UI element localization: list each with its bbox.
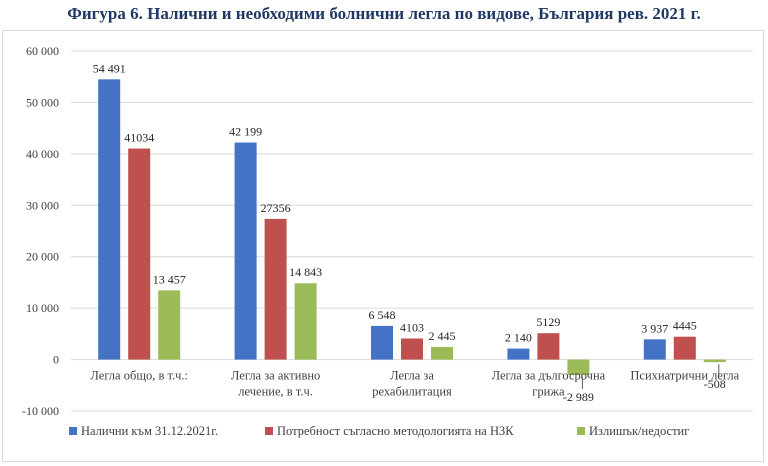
- y-axis-ticks: -10 000 0 10 000 20 000 30 000 40 000 50 000 60…: [22, 44, 59, 418]
- data-label-2-3: 4103: [400, 320, 424, 334]
- data-labels: 54 491 42 199 6 548 2 140 3 937 41034 27356 410…: [93, 61, 726, 404]
- y-tick-label: 0: [53, 353, 59, 367]
- bar-chart: -10 000 0 10 000 20 000 30 000 40 000 50 000 60…: [22, 44, 753, 438]
- category-label: Легла общо, в т.ч.:: [90, 369, 188, 383]
- bar-1-1: [98, 79, 121, 360]
- bar-2-3: [401, 338, 423, 360]
- data-label-3-4: -2 989: [563, 390, 594, 404]
- y-tick-label: 20 000: [26, 250, 59, 264]
- category-label: Психиатрични легла: [630, 369, 739, 383]
- bar-3-2: [294, 283, 317, 360]
- bar-1-2: [234, 142, 257, 360]
- y-tick-label: -10 000: [22, 404, 59, 418]
- legend-label-2: Потребност съгласно методологията на НЗК: [277, 424, 514, 438]
- chart-title: Фигура 6. Налични и необходими болнични …: [67, 4, 701, 23]
- data-label-1-5: 3 937: [641, 321, 668, 335]
- data-label-2-4: 5129: [536, 315, 560, 329]
- category-label: Легла за активно лечение, в т.ч.: [231, 369, 320, 399]
- data-label-1-3: 6 548: [369, 308, 396, 322]
- bar-1-4: [507, 348, 530, 360]
- legend-swatch-2: [265, 427, 273, 435]
- y-tick-label: 30 000: [26, 198, 59, 212]
- chart-frame: -10 000 0 10 000 20 000 30 000 40 000 50 000 60…: [2, 30, 764, 462]
- bar-2-5: [673, 336, 696, 360]
- bar-1-3: [371, 325, 393, 360]
- data-label-2-1: 41034: [124, 131, 154, 145]
- data-label-1-4: 2 140: [505, 331, 532, 345]
- y-tick-label: 50 000: [26, 95, 59, 109]
- data-label-1-1: 54 491: [93, 61, 126, 75]
- bar-1-5: [643, 339, 666, 360]
- legend-swatch-1: [69, 427, 77, 435]
- y-tick-label: 60 000: [26, 44, 59, 58]
- bar-3-5: [703, 359, 726, 363]
- legend-swatch-3: [577, 427, 585, 435]
- legend-label-3: Излишък/недостиг: [589, 424, 689, 438]
- category-label: Легла за рехабилитация: [372, 369, 452, 399]
- data-label-1-2: 42 199: [229, 125, 262, 139]
- data-label-2-2: 27356: [261, 201, 291, 215]
- category-labels: Легла общо, в т.ч.: Легла за активно лечен…: [90, 369, 739, 399]
- y-tick-label: 40 000: [26, 147, 59, 161]
- bar-2-4: [537, 333, 560, 360]
- data-label-2-5: 4445: [673, 319, 697, 333]
- data-label-3-5: -508: [704, 377, 726, 391]
- data-label-3-1: 13 457: [153, 272, 186, 286]
- legend: Налични към 31.12.2021г. Потребност съгла…: [69, 424, 689, 438]
- bar-2-1: [128, 148, 151, 360]
- data-label-3-2: 14 843: [289, 265, 322, 279]
- bar-3-3: [431, 346, 453, 360]
- data-label-3-3: 2 445: [429, 329, 456, 343]
- bars: [98, 79, 726, 375]
- category-label: Легла за дългосрочна грижа: [492, 369, 606, 399]
- y-tick-label: 10 000: [26, 301, 59, 315]
- bar-3-1: [158, 290, 181, 360]
- legend-label-1: Налични към 31.12.2021г.: [81, 424, 218, 438]
- bar-3-4: [567, 359, 590, 375]
- bar-2-2: [264, 218, 287, 360]
- gridlines: [71, 50, 753, 412]
